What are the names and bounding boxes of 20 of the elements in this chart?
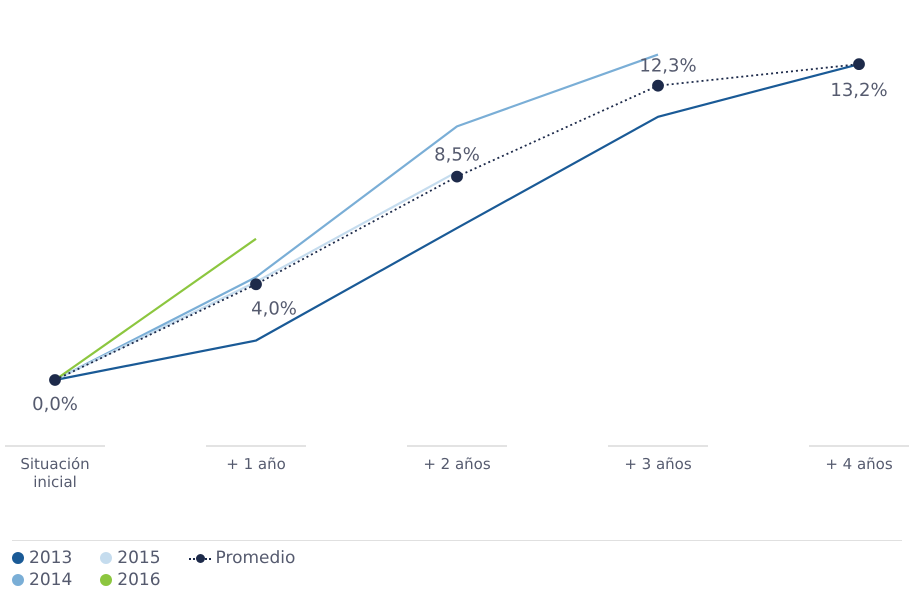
point: [853, 58, 865, 70]
x-tick-label: + 2 años: [423, 454, 491, 473]
point: [250, 278, 262, 290]
point: [49, 374, 61, 386]
data-label: 4,0%: [251, 298, 297, 320]
data-label: 8,5%: [434, 144, 480, 166]
data-label: 13,2%: [830, 80, 888, 102]
legend-label: 2015: [117, 548, 161, 568]
legend-label: 2014: [29, 570, 72, 590]
x-tick-label: + 4 años: [825, 454, 893, 473]
point: [652, 80, 664, 92]
legend-label: 2016: [117, 570, 161, 590]
legend-label: 2013: [29, 548, 72, 568]
x-tick-label: + 3 años: [624, 454, 692, 473]
x-tick-label: + 1 año: [226, 454, 286, 473]
data-label: 0,0%: [32, 394, 78, 415]
x-tick-label: Situación inicial: [20, 454, 90, 491]
legend-label: Promedio: [216, 548, 296, 568]
data-label: 12,3%: [639, 56, 697, 77]
point: [451, 170, 463, 183]
